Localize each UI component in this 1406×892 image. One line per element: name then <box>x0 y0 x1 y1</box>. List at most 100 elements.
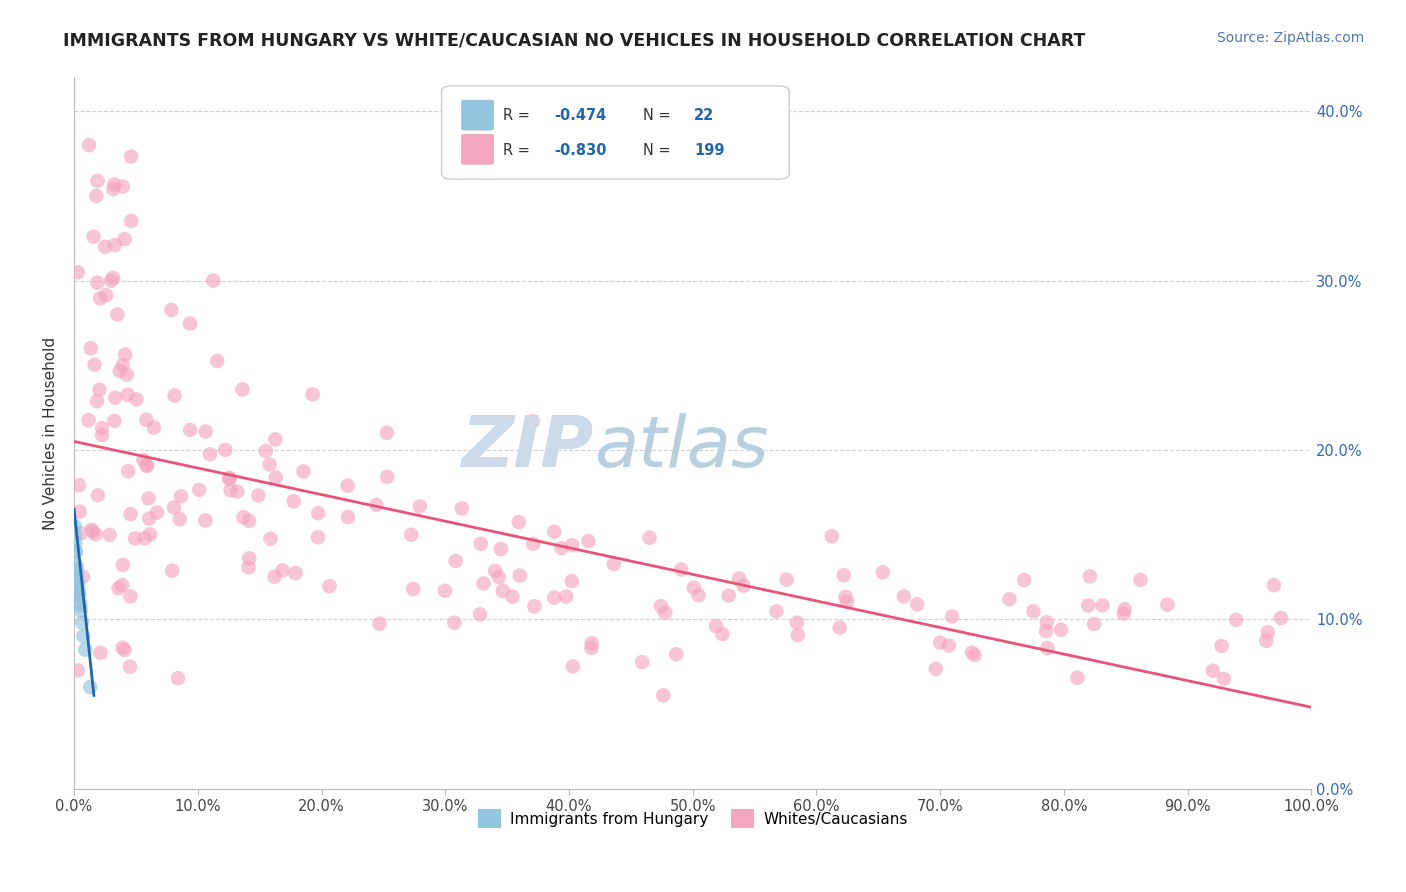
Point <box>1066 671 1088 685</box>
Point <box>654 606 676 620</box>
Point <box>375 469 398 483</box>
Point <box>67 587 90 601</box>
Point <box>86 174 108 188</box>
Point <box>960 646 983 660</box>
Point <box>522 537 544 551</box>
Point <box>1263 578 1285 592</box>
Point <box>259 532 281 546</box>
Point <box>218 472 240 486</box>
Point <box>103 182 125 196</box>
Point <box>111 578 134 592</box>
Legend: Immigrants from Hungary, Whites/Caucasians: Immigrants from Hungary, Whites/Caucasia… <box>472 804 914 834</box>
Point <box>336 478 359 492</box>
Text: N =: N = <box>644 144 675 158</box>
Point <box>238 514 260 528</box>
Point <box>1257 625 1279 640</box>
Point <box>238 551 260 566</box>
Point <box>231 383 253 397</box>
Point <box>86 394 108 409</box>
FancyBboxPatch shape <box>461 100 494 130</box>
Point <box>264 470 287 484</box>
Point <box>1083 617 1105 632</box>
Point <box>69 526 91 541</box>
Point <box>86 276 108 290</box>
Point <box>665 648 688 662</box>
Point <box>198 447 221 461</box>
Point <box>259 458 281 472</box>
Point <box>105 308 128 322</box>
Point <box>669 562 692 576</box>
Point <box>543 591 565 605</box>
Point <box>941 609 963 624</box>
Point <box>444 554 467 568</box>
Point <box>1156 598 1178 612</box>
Point <box>136 458 159 473</box>
Point <box>77 138 100 153</box>
Point <box>205 354 228 368</box>
Point <box>117 388 139 402</box>
Point <box>704 619 727 633</box>
Point <box>998 592 1021 607</box>
Point <box>114 347 136 361</box>
Point <box>86 189 108 203</box>
Point <box>399 528 422 542</box>
Point <box>523 599 546 614</box>
Point <box>65 561 87 575</box>
Point <box>83 229 105 244</box>
Point <box>905 597 928 611</box>
Point <box>581 636 603 650</box>
Point <box>67 478 90 492</box>
Point <box>125 392 148 407</box>
Point <box>167 671 190 685</box>
Point <box>717 589 740 603</box>
Point <box>650 599 672 614</box>
Point <box>111 179 134 194</box>
Text: Source: ZipAtlas.com: Source: ZipAtlas.com <box>1216 31 1364 45</box>
Point <box>98 528 121 542</box>
Text: atlas: atlas <box>593 413 769 482</box>
Point <box>543 524 565 539</box>
Point <box>94 288 117 302</box>
Point <box>146 506 169 520</box>
Point <box>1035 624 1057 639</box>
Point <box>489 541 512 556</box>
Point <box>132 453 155 467</box>
Point <box>179 317 201 331</box>
Point <box>104 391 127 405</box>
Point <box>80 523 103 537</box>
Text: -0.830: -0.830 <box>554 144 606 158</box>
Point <box>91 421 114 435</box>
Point <box>214 442 236 457</box>
Point <box>1022 604 1045 618</box>
Point <box>138 491 160 506</box>
Point <box>492 583 515 598</box>
Point <box>194 513 217 527</box>
Point <box>284 566 307 581</box>
Point <box>89 292 111 306</box>
Text: R =: R = <box>503 108 534 122</box>
Point <box>929 635 952 649</box>
Point <box>103 178 125 192</box>
Point <box>337 510 360 524</box>
Point <box>561 538 583 552</box>
Point <box>1091 599 1114 613</box>
Point <box>631 655 654 669</box>
Point <box>66 582 89 596</box>
Point <box>375 425 398 440</box>
Point <box>114 232 136 246</box>
Point <box>1212 672 1234 686</box>
Point <box>89 646 111 660</box>
Point <box>69 599 91 613</box>
Point <box>69 595 91 609</box>
Point <box>509 568 531 582</box>
Point <box>89 383 111 397</box>
Text: R =: R = <box>503 144 534 158</box>
FancyBboxPatch shape <box>461 135 494 164</box>
Point <box>87 488 110 502</box>
Text: N =: N = <box>644 108 675 122</box>
Point <box>66 574 89 589</box>
Point <box>219 483 242 498</box>
Point <box>433 583 456 598</box>
Point <box>443 615 465 630</box>
Point <box>451 501 474 516</box>
